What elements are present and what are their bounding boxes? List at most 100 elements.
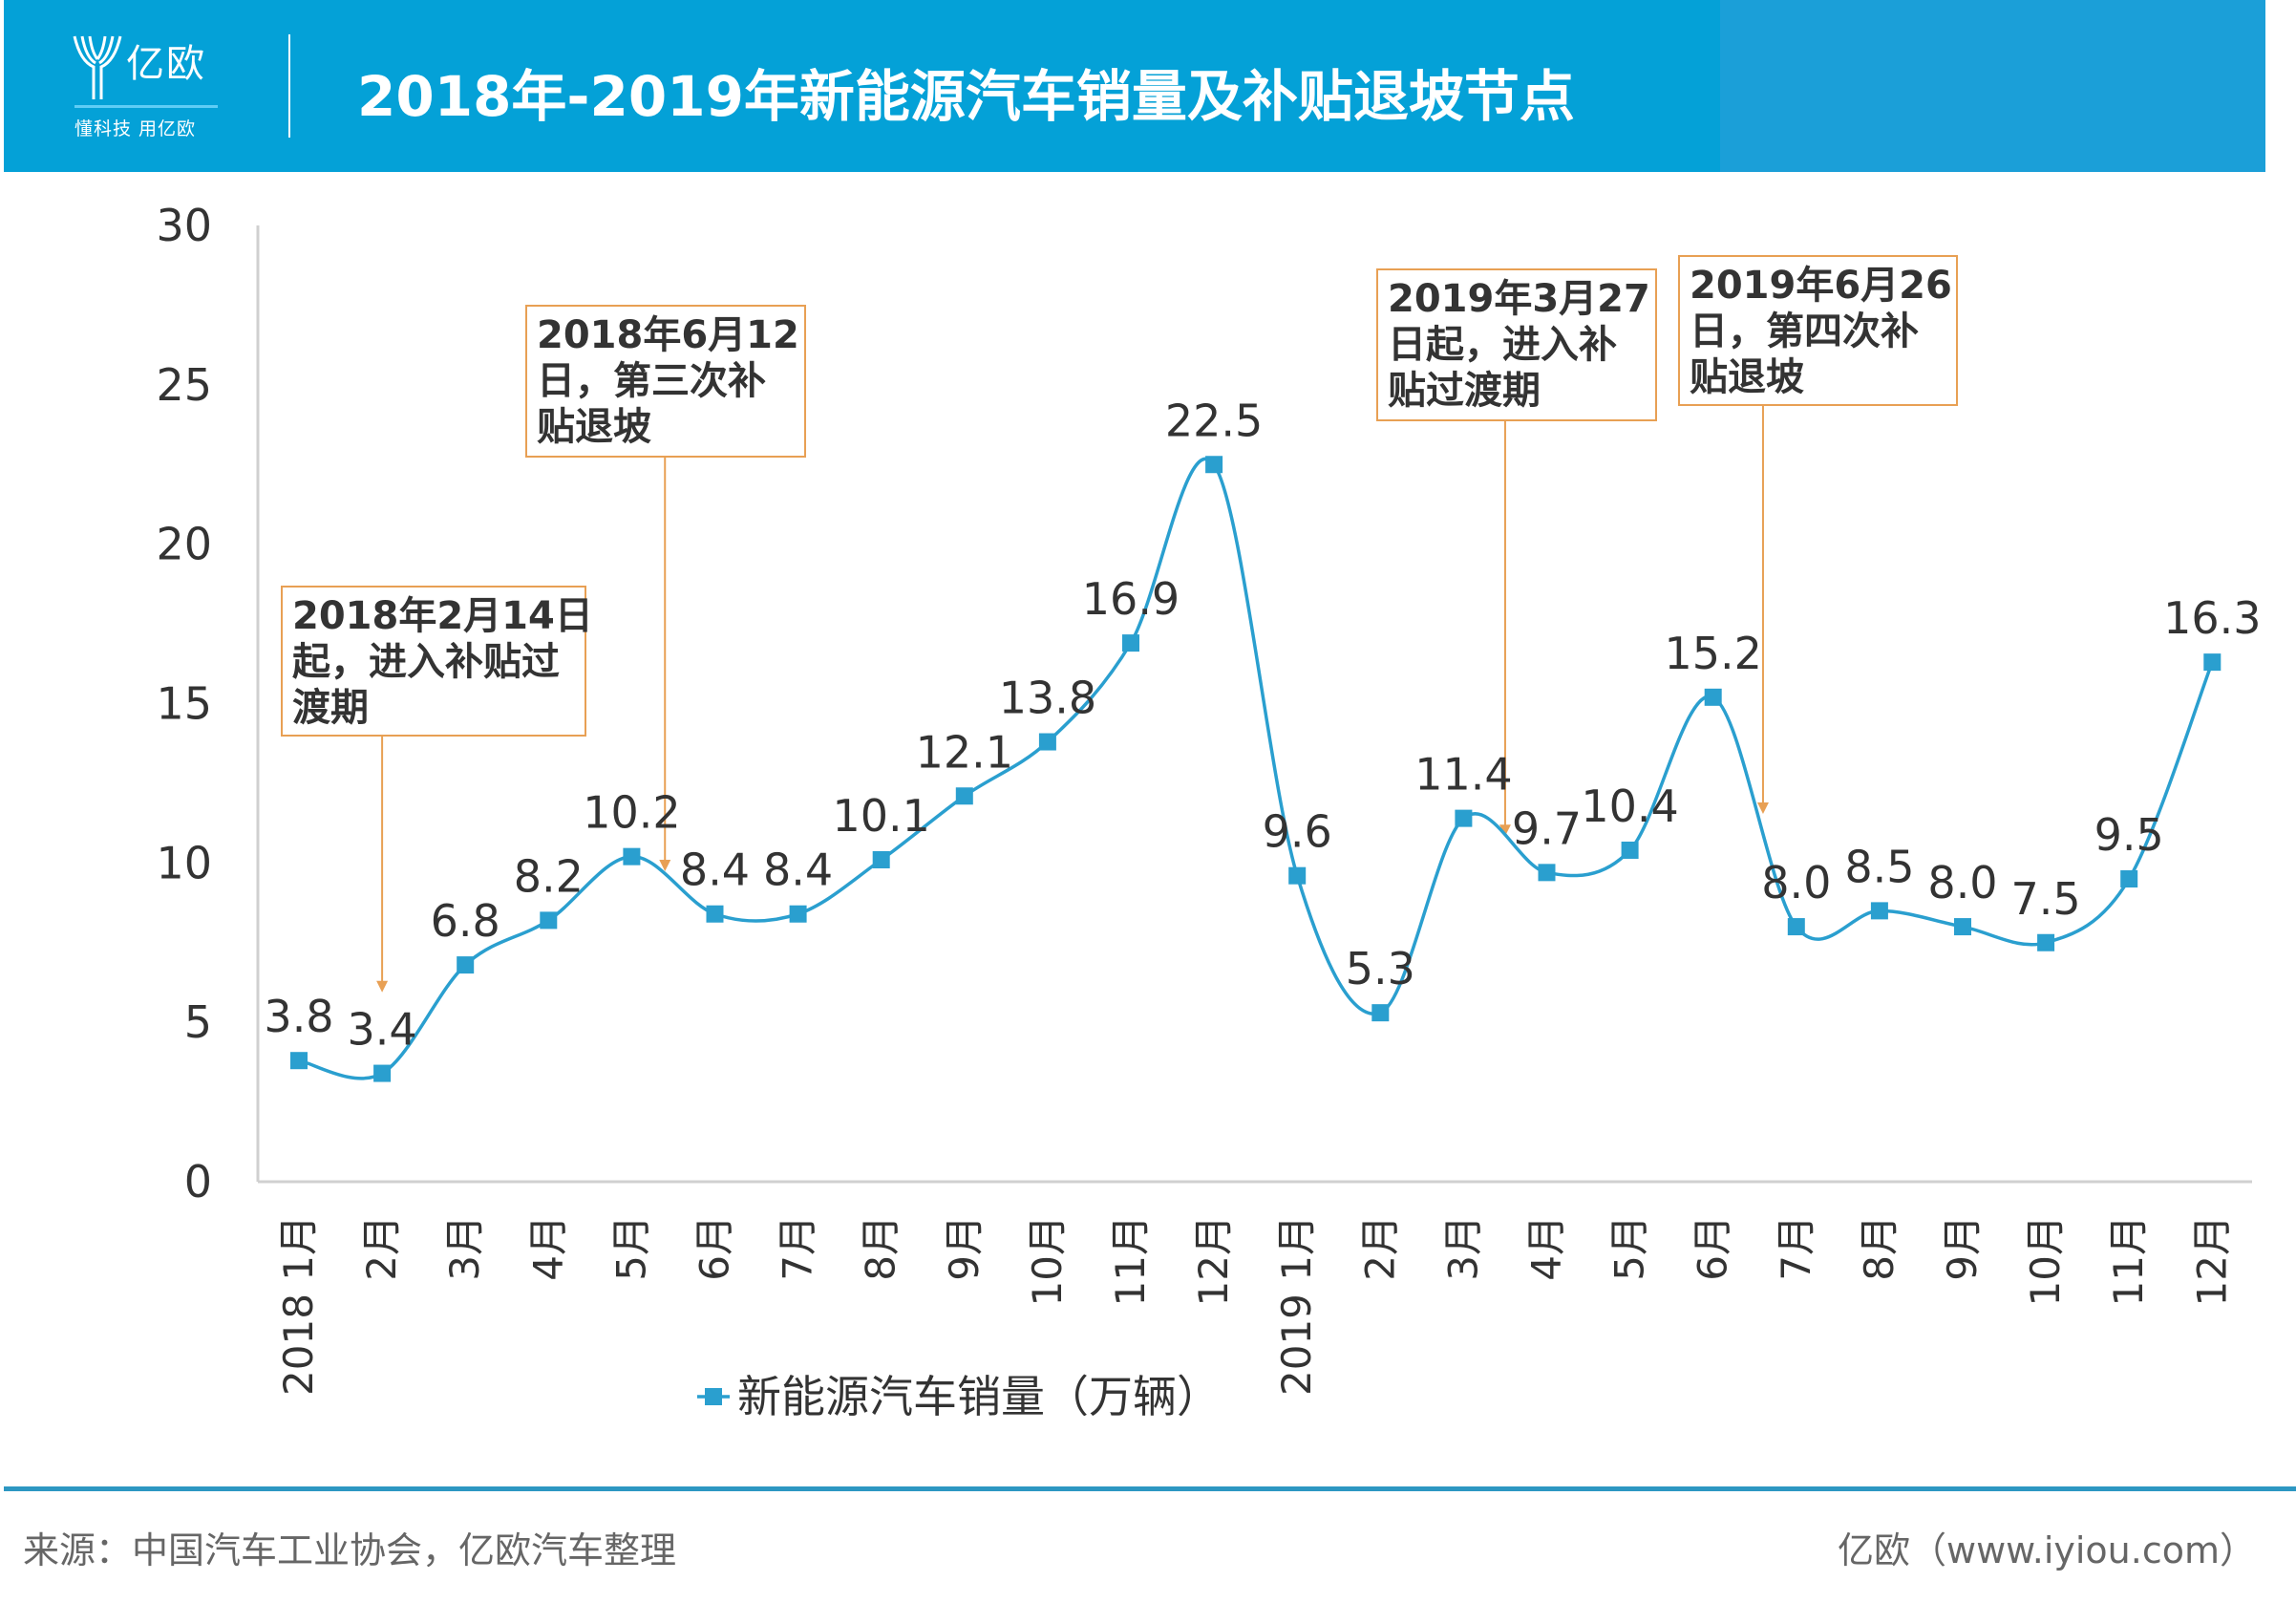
data-point	[540, 911, 558, 930]
data-label: 9.5	[2094, 809, 2164, 861]
annotation-line: 贴退坡	[1690, 355, 1804, 399]
annotation-line: 日起，进入补	[1388, 323, 1617, 367]
annotation-arrowhead	[659, 860, 671, 872]
data-point	[1954, 918, 1971, 936]
x-tick-label: 12月	[2188, 1215, 2235, 1306]
annotation-arrowhead	[376, 980, 389, 993]
data-point	[623, 847, 641, 866]
data-label: 8.0	[1927, 857, 1997, 908]
source-note: 来源：中国汽车工业协会，亿欧汽车整理	[23, 1529, 677, 1571]
data-point	[290, 1052, 308, 1070]
x-tick-label: 5月	[607, 1215, 654, 1281]
annotation-box: 2019年3月27 日起，进入补 贴过渡期	[1376, 268, 1657, 421]
data-point	[1371, 1004, 1390, 1022]
header-banner-right	[1720, 0, 2265, 172]
data-point	[706, 905, 724, 923]
annotation-line: 2018年6月12	[537, 313, 799, 357]
x-tick-label: 6月	[1690, 1215, 1736, 1281]
x-tick-label: 7月	[775, 1215, 821, 1281]
annotation-box: 2019年6月26 日，第四次补 贴退坡	[1678, 255, 1958, 406]
annotation-line: 渡期	[292, 686, 369, 730]
data-point	[1122, 634, 1139, 652]
x-tick-label: 4月	[1523, 1215, 1570, 1281]
annotation-line: 贴过渡期	[1388, 369, 1541, 413]
data-label: 7.5	[2011, 873, 2081, 925]
annotation-box: 2018年2月14日 起，进入补贴过 渡期	[281, 586, 593, 737]
data-label: 8.4	[763, 844, 833, 896]
data-point	[789, 905, 807, 923]
data-label: 9.7	[1512, 802, 1582, 854]
annotation-box: 2018年6月12 日，第三次补 贴退坡	[525, 305, 806, 458]
header-separator	[288, 34, 290, 138]
x-tick-label: 11月	[2105, 1215, 2152, 1306]
data-label: 6.8	[431, 895, 500, 947]
x-tick-label: 2018 1月	[275, 1215, 322, 1396]
data-label: 10.2	[583, 787, 680, 839]
x-tick-label: 6月	[691, 1215, 738, 1281]
data-point	[1621, 841, 1639, 859]
y-tick-label: 15	[156, 678, 212, 730]
x-tick-label: 8月	[1856, 1215, 1903, 1281]
data-label: 5.3	[1346, 943, 1415, 994]
legend-marker	[705, 1388, 722, 1405]
data-label: 8.5	[1844, 841, 1914, 892]
data-label: 3.8	[264, 991, 333, 1042]
annotation-line: 日，第三次补	[537, 359, 766, 403]
data-label: 12.1	[916, 726, 1013, 778]
data-point	[1288, 866, 1307, 885]
footer-divider	[4, 1486, 2296, 1491]
logo: 亿欧 懂科技 用亿欧	[71, 32, 223, 142]
data-label: 8.0	[1761, 857, 1831, 908]
x-tick-label: 5月	[1606, 1215, 1653, 1281]
x-tick-label: 11月	[1107, 1215, 1154, 1306]
data-point	[2203, 653, 2222, 672]
x-tick-label: 4月	[524, 1215, 571, 1281]
data-label: 10.4	[1581, 780, 1678, 832]
annotation-line: 2018年2月14日	[292, 594, 593, 638]
x-tick-label: 10月	[1024, 1215, 1071, 1306]
data-point	[2120, 870, 2138, 888]
annotation-arrowhead	[1499, 824, 1511, 837]
annotation-line: 贴退坡	[537, 405, 651, 449]
x-tick-label: 2月	[1356, 1215, 1403, 1281]
data-label: 15.2	[1664, 628, 1761, 679]
data-label: 8.4	[680, 844, 750, 896]
data-point	[2037, 933, 2055, 951]
series-line	[298, 457, 2214, 1080]
x-tick-label: 10月	[2022, 1215, 2069, 1306]
y-tick-label: 20	[156, 519, 212, 570]
logo-name: 亿欧	[126, 42, 206, 86]
data-point	[1455, 809, 1473, 827]
annotation-line: 2019年3月27	[1388, 277, 1650, 321]
data-point	[1205, 456, 1223, 474]
legend: 新能源汽车销量（万辆）	[697, 1371, 1221, 1422]
data-label: 8.2	[514, 850, 584, 902]
y-tick-label: 30	[156, 200, 212, 251]
logo-slogan: 懂科技 用亿欧	[74, 118, 197, 139]
data-point	[457, 956, 475, 974]
x-tick-label: 2019 1月	[1273, 1215, 1320, 1396]
x-tick-label: 8月	[858, 1215, 904, 1281]
data-label: 16.3	[2163, 592, 2261, 644]
data-label: 16.9	[1082, 573, 1180, 625]
data-label: 3.4	[348, 1004, 417, 1056]
y-tick-label: 0	[184, 1156, 212, 1208]
data-point	[1704, 688, 1722, 706]
x-tick-label: 3月	[441, 1215, 488, 1281]
data-point	[872, 850, 890, 868]
data-label: 13.8	[999, 673, 1096, 724]
data-label: 11.4	[1414, 749, 1512, 801]
data-label: 22.5	[1165, 395, 1263, 446]
y-tick-label: 10	[156, 837, 212, 888]
annotation-line: 2019年6月26	[1690, 264, 1952, 308]
data-point	[1038, 733, 1056, 751]
data-point	[1787, 918, 1805, 936]
y-tick-label: 25	[156, 359, 212, 411]
x-tick-label: 2月	[358, 1215, 405, 1281]
logo-divider	[74, 105, 218, 108]
annotation-line: 起，进入补贴过	[292, 640, 560, 684]
annotation-line: 日，第四次补	[1690, 310, 1919, 353]
x-tick-label: 9月	[1939, 1215, 1986, 1281]
page-title: 2018年-2019年新能源汽车销量及补贴退坡节点	[357, 64, 1575, 129]
